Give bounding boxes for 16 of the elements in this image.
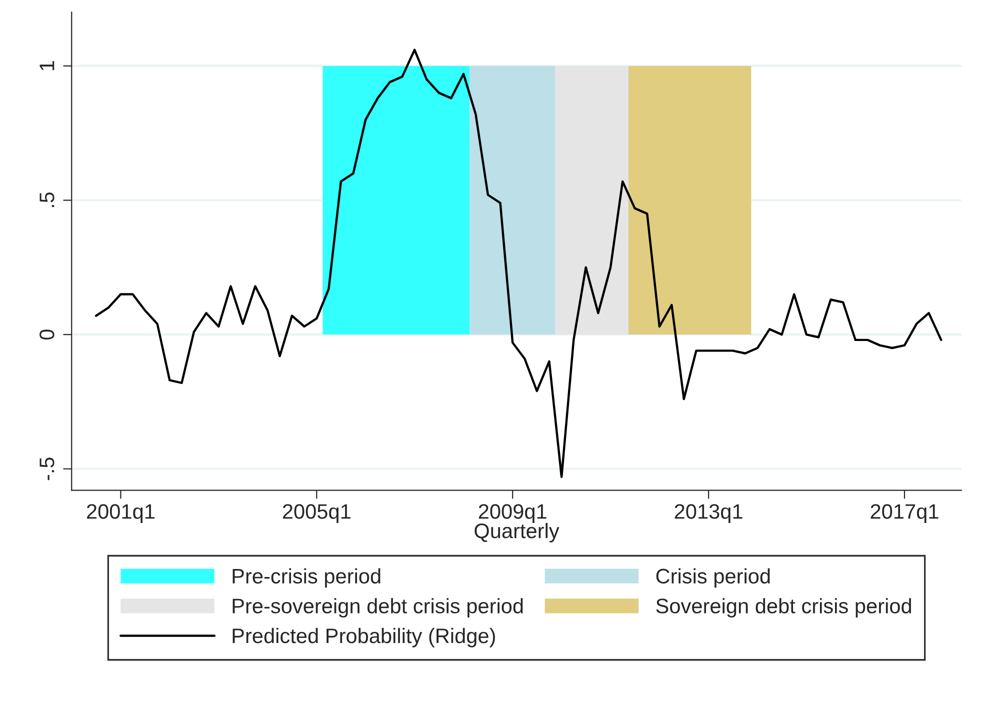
line-series	[94, 48, 942, 478]
legend-label: Crisis period	[656, 568, 770, 588]
x-tick-label: 2001q1	[86, 504, 154, 523]
x-axis-title: Quarterly	[474, 522, 560, 542]
legend-label: Predicted Probability (Ridge)	[232, 628, 495, 648]
y-tick-label: .5	[40, 192, 54, 208]
x-tick-label: 2005q1	[282, 504, 350, 523]
x-tick-label: 2017q1	[870, 504, 938, 523]
legend-label: Pre-sovereign debt crisis period	[232, 598, 523, 618]
x-tick-label: 2013q1	[674, 504, 742, 523]
x-tick-label: 2009q1	[478, 504, 546, 523]
y-tick-label: 1	[40, 61, 54, 70]
legend-label: Pre-crisis period	[232, 568, 380, 588]
legend-label: Sovereign debt crisis period	[656, 598, 912, 618]
y-tick-label: 0	[40, 330, 54, 340]
y-tick-label: -.5	[40, 458, 54, 480]
